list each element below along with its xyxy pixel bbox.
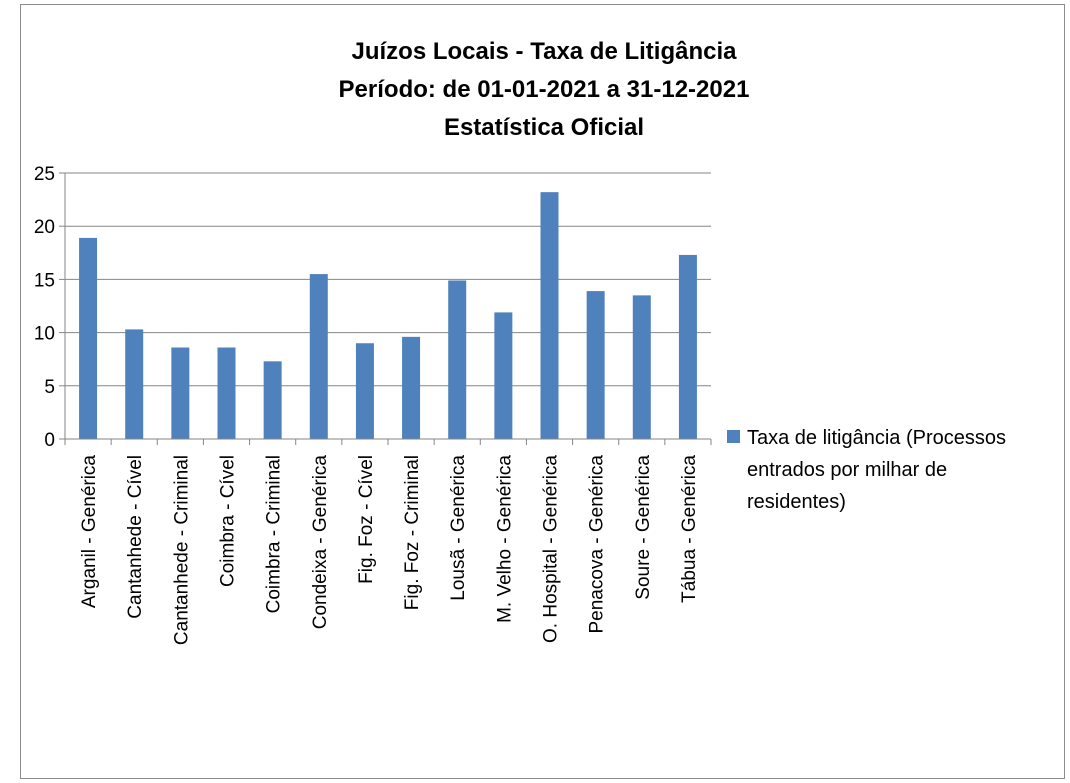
x-category-label: Tábua - Genérica bbox=[679, 455, 700, 603]
chart-title-line-2: Período: de 01-01-2021 a 31-12-2021 bbox=[339, 76, 750, 103]
bar bbox=[678, 254, 697, 439]
x-axis: Arganil - Genérica Cantanhede - Cível Cant… bbox=[64, 438, 712, 645]
y-tick-label: 10 bbox=[34, 324, 55, 345]
x-category-label: Fig. Foz - Cível bbox=[356, 455, 377, 584]
bars bbox=[79, 192, 697, 439]
y-tick-label: 15 bbox=[34, 270, 55, 291]
chart-canvas: Juízos Locais - Taxa de Litigância Perío… bbox=[34, 38, 1006, 645]
y-tick-label: 25 bbox=[34, 164, 55, 185]
bar bbox=[402, 336, 421, 439]
gridlines bbox=[65, 172, 711, 440]
legend-label-line-1: Taxa de litigância (Processos bbox=[747, 427, 1006, 449]
legend-label-line-3: residentes) bbox=[747, 491, 846, 513]
bar bbox=[79, 237, 98, 439]
bar bbox=[448, 280, 467, 439]
bar bbox=[586, 291, 605, 439]
bar bbox=[263, 361, 282, 439]
x-category-label: Lousã - Genérica bbox=[448, 455, 469, 601]
y-tick-label: 0 bbox=[44, 430, 55, 451]
x-category-label: Coimbra - Criminal bbox=[264, 455, 285, 613]
x-category-label: Arganil - Genérica bbox=[79, 455, 100, 609]
chart-title-line-3: Estatística Oficial bbox=[444, 114, 644, 141]
x-category-label: Fig. Foz - Criminal bbox=[402, 455, 423, 610]
y-tick-label: 20 bbox=[34, 217, 55, 238]
bar bbox=[171, 347, 190, 439]
x-category-label: Cantanhede - Criminal bbox=[171, 455, 192, 645]
x-category-label: O. Hospital - Genérica bbox=[541, 455, 562, 643]
x-category-label: Coimbra - Cível bbox=[218, 455, 239, 587]
chart-frame: Juízos Locais - Taxa de Litigância Perío… bbox=[20, 4, 1065, 779]
bar bbox=[632, 295, 651, 439]
x-category-label: Penacova - Genérica bbox=[587, 455, 608, 634]
bar bbox=[125, 329, 144, 439]
bar bbox=[540, 192, 559, 439]
bar bbox=[355, 343, 374, 439]
x-category-label: Cantanhede - Cível bbox=[125, 455, 146, 619]
x-category-label: M. Velho - Genérica bbox=[494, 455, 515, 623]
y-tick-label: 5 bbox=[44, 377, 55, 398]
x-category-label: Soure - Genérica bbox=[633, 455, 654, 600]
x-category-label: Condeixa - Genérica bbox=[310, 455, 331, 630]
legend-label-line-2: entrados por milhar de bbox=[747, 459, 947, 481]
bar bbox=[309, 274, 328, 439]
legend: Taxa de litigância (Processos entrados p… bbox=[727, 427, 1006, 513]
chart-title: Juízos Locais - Taxa de Litigância Perío… bbox=[339, 38, 750, 141]
chart-title-line-1: Juízos Locais - Taxa de Litigância bbox=[352, 38, 738, 65]
bar bbox=[217, 347, 236, 439]
legend-swatch bbox=[727, 430, 740, 443]
y-axis: 0 5 10 15 20 25 bbox=[34, 164, 66, 451]
bar bbox=[494, 312, 513, 439]
